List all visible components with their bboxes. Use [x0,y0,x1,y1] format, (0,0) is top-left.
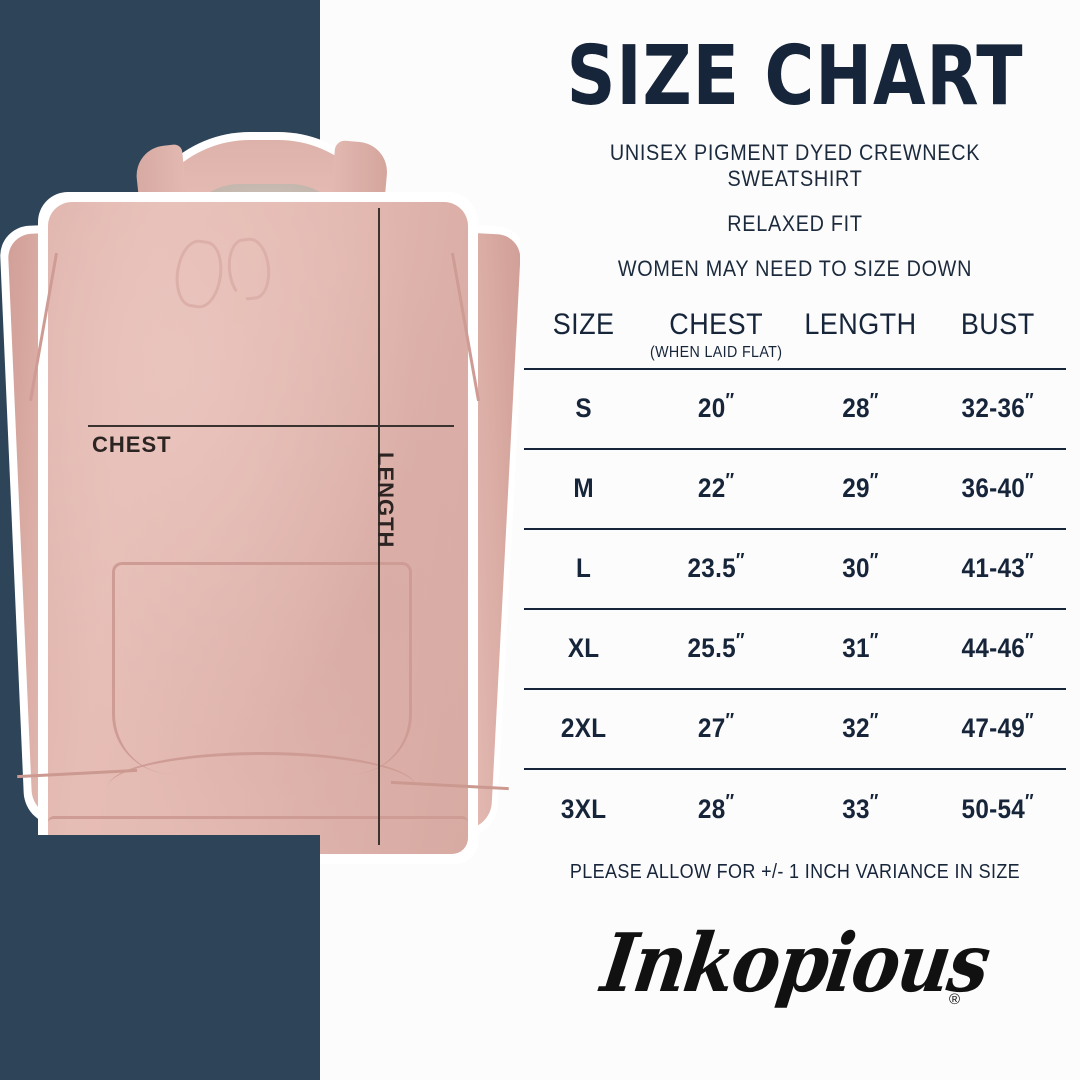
length-measurement-label: LENGTH [373,452,398,549]
subheader-when-laid-flat: (WHEN LAID FLAT) [650,343,783,361]
cell-bust: 32-36″ [962,390,1035,424]
column-header-bust: BUST [961,307,1036,341]
cuff-left [17,768,139,812]
size-table-wrapper: SIZE CHEST LENGTH BUST (WHEN LAID FLAT) … [510,308,1080,849]
cell-size: L [576,553,592,584]
subheader-spacer-right [936,344,1061,369]
cell-length: 30″ [841,550,879,584]
product-image-panel: CHEST LENGTH [0,0,520,1080]
length-measurement-line [378,208,380,845]
cell-length: 32″ [841,710,879,744]
cell-length: 31″ [841,630,879,664]
size-table-body: S 20″ 28″ 32-36″ M 22″ 29″ 36-40″ L 23.5″ 30″ 41-43… [524,368,1066,849]
chest-measurement-label: CHEST [92,432,172,457]
cell-size: XL [567,633,600,664]
cell-size: 3XL [560,793,607,824]
kangaroo-pocket [112,562,412,774]
cell-chest: 25.5″ [687,630,746,664]
cell-size: M [573,473,594,504]
table-header-row: SIZE CHEST LENGTH BUST [524,308,1066,344]
table-row: 2XL 27″ 32″ 47-49″ [524,688,1066,769]
size-table-head: SIZE CHEST LENGTH BUST (WHEN LAID FLAT) [524,308,1066,369]
column-header-size: SIZE [552,307,615,341]
size-table: SIZE CHEST LENGTH BUST (WHEN LAID FLAT) … [524,308,1066,849]
column-header-length: LENGTH [803,307,917,341]
brand-logo: Inkopious ® [510,915,1080,1030]
cuff-right [389,780,509,824]
navy-background-shape-bottom [0,835,320,1080]
cell-chest: 27″ [698,710,735,744]
size-chart-info-panel: SIZE CHART UNISEX PIGMENT DYED CREWNECK … [510,0,1080,1080]
cell-size: 2XL [560,713,607,744]
subtitle-sizing-advice: WOMEN MAY NEED TO SIZE DOWN [617,255,973,281]
cell-length: 29″ [841,470,879,504]
table-row: L 23.5″ 30″ 41-43″ [524,528,1066,609]
table-row: M 22″ 29″ 36-40″ [524,448,1066,529]
table-row: XL 25.5″ 31″ 44-46″ [524,608,1066,689]
table-row: 3XL 28″ 33″ 50-54″ [524,768,1066,849]
kangaroo-pocket-bottom-seam [108,752,416,804]
cell-length: 33″ [841,790,879,824]
registered-trademark-icon: ® [948,990,960,1008]
page-title: SIZE CHART [566,29,1024,124]
subtitle-product: UNISEX PIGMENT DYED CREWNECK SWEATSHIRT [609,139,981,191]
subheader-spacer-left [529,344,639,369]
brand-wordmark: Inkopious [596,914,994,1010]
cell-bust: 41-43″ [962,550,1035,584]
sweatshirt-photo [0,132,520,872]
subheader-spacer-mid [795,344,925,369]
cell-length: 28″ [841,390,879,424]
cell-bust: 44-46″ [962,630,1035,664]
cell-chest: 28″ [698,790,735,824]
subtitle-fit: RELAXED FIT [727,210,863,236]
cell-bust: 50-54″ [962,790,1035,824]
cell-bust: 36-40″ [962,470,1035,504]
chest-measurement-line [88,425,454,427]
column-header-chest: CHEST [669,307,764,341]
cell-chest: 20″ [698,390,735,424]
cell-chest: 22″ [698,470,735,504]
cell-chest: 23.5″ [687,550,746,584]
table-subheader-row: (WHEN LAID FLAT) [524,344,1066,369]
variance-note: PLEASE ALLOW FOR +/- 1 INCH VARIANCE IN … [569,860,1021,883]
bottom-hem [48,816,468,856]
cell-size: S [575,393,592,424]
table-row: S 20″ 28″ 32-36″ [524,368,1066,449]
cell-bust: 47-49″ [962,710,1035,744]
